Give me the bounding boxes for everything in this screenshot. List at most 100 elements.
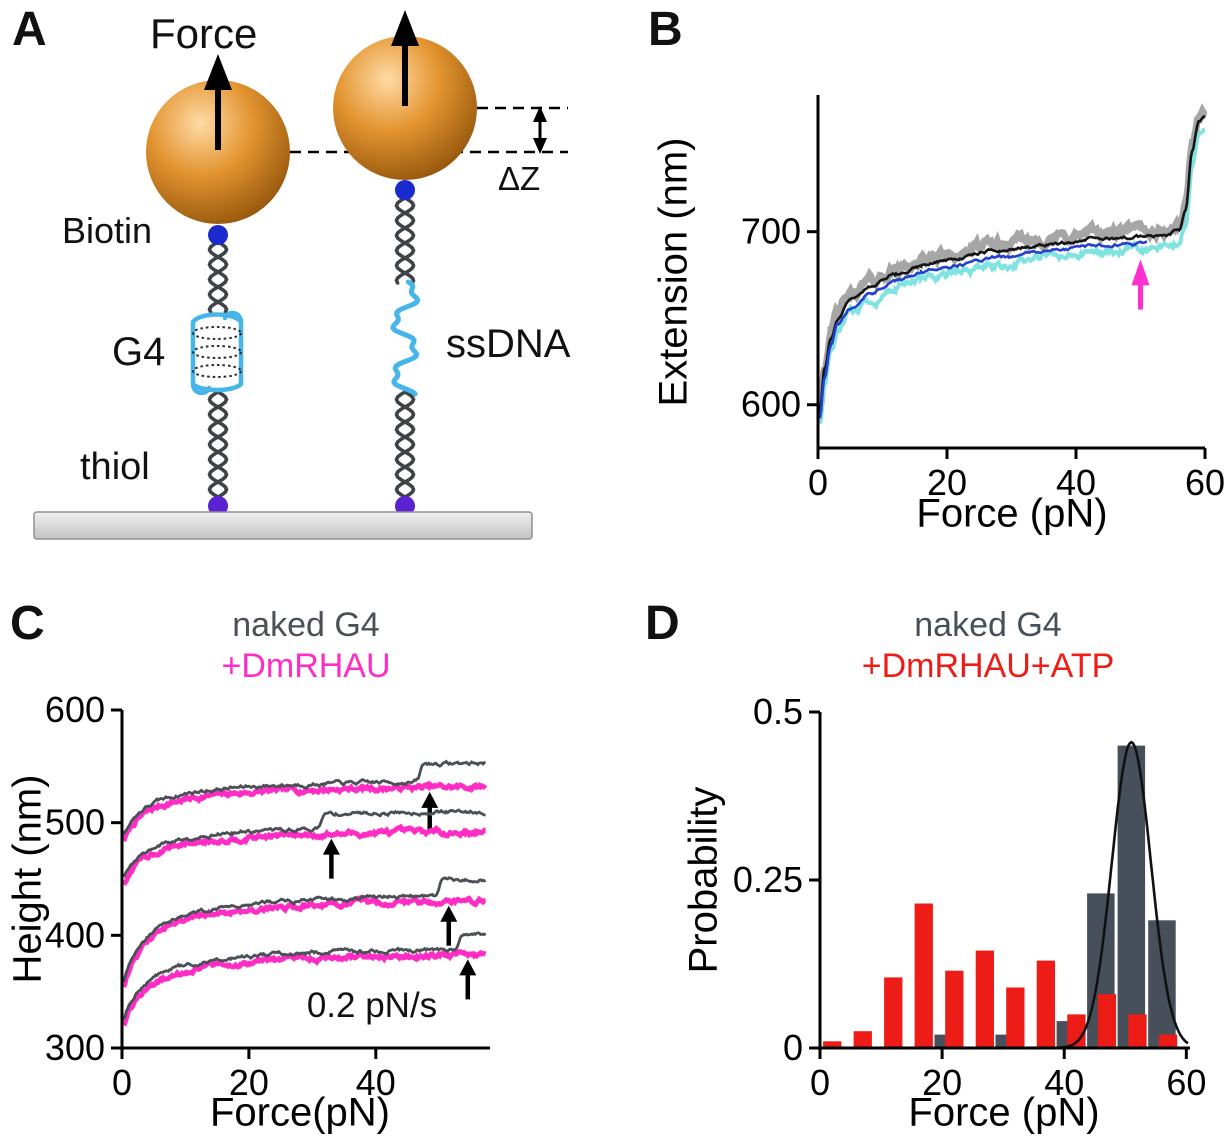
y-tick-label: 0.5 <box>753 691 803 732</box>
b-y-axis-title: Extension (nm) <box>651 137 696 407</box>
y-tick-label: 600 <box>741 384 801 425</box>
panel-d: 0 20 40 60 0 0.25 0.5 D naked G4 +DmRHAU+ATP P… <box>630 590 1229 1145</box>
glass-surface <box>33 511 533 540</box>
panel-a: A Force Biotin G4 ssDNA thiol ΔZ <box>0 0 630 575</box>
histogram-bar <box>823 1041 842 1048</box>
y-tick-label: 300 <box>45 1027 105 1068</box>
panel-c: 0 20 40 300 400 500 600 C naked G4 +DmRHAU Hei… <box>0 590 625 1145</box>
d-y-axis-title: Probability <box>681 786 726 974</box>
x-tick-label: 40 <box>356 1062 396 1103</box>
dna-helix-strand <box>207 240 229 314</box>
trace-blue <box>818 240 1148 419</box>
b-axes: 0 20 40 60 600 700 <box>741 95 1225 503</box>
unfolding-step-arrow-1 <box>421 791 439 832</box>
trace-naked-g4-4 <box>122 931 487 1020</box>
dna-helix-strand <box>394 196 416 285</box>
histogram-bar <box>975 950 994 1048</box>
dna-tethers <box>190 196 421 499</box>
x-tick-label: 0 <box>808 462 828 503</box>
d-x-axis-title: Force (pN) <box>908 1090 1100 1135</box>
y-tick-label: 700 <box>741 211 801 252</box>
trace-naked-g4-3 <box>122 876 487 983</box>
g4-structure <box>190 310 244 396</box>
probability-histogram-chart: 0 20 40 60 0 0.25 0.5 <box>733 691 1206 1103</box>
force-label: Force <box>150 10 258 57</box>
x-tick-label: 20 <box>927 462 967 503</box>
histogram-bar <box>1158 1034 1178 1048</box>
thiol-dot-left <box>208 496 228 516</box>
y-tick-label: 500 <box>45 802 105 843</box>
dna-helix-strand <box>394 390 416 499</box>
dna-helix-strand <box>207 390 229 499</box>
height-force-chart: 0 20 40 300 400 500 600 <box>45 689 490 1103</box>
dna-helix-strand <box>207 240 229 314</box>
histogram-bar <box>1148 920 1176 1048</box>
trace-dmrhau-2 <box>121 823 487 886</box>
c-x-axis-title: Force(pN) <box>209 1090 391 1135</box>
trace-cyan <box>818 127 1206 424</box>
x-tick-label: 40 <box>1056 462 1096 503</box>
panel-a-label: A <box>12 3 47 56</box>
c-legend-dmrhau: +DmRHAU <box>221 647 391 685</box>
force-arrow-right <box>391 10 419 106</box>
d-legend-naked-g4: naked G4 <box>914 606 1062 644</box>
x-tick-label: 20 <box>229 1062 269 1103</box>
histogram-bar <box>945 970 964 1048</box>
force-extension-chart: 0 20 40 60 600 700 <box>741 95 1225 503</box>
trace-dmrhau-4 <box>121 948 487 1027</box>
panel-c-label: C <box>10 597 45 650</box>
delta-z-label: ΔZ <box>498 160 541 197</box>
trace-black <box>818 114 1206 412</box>
x-tick-label: 0 <box>112 1062 132 1103</box>
force-extension-traces <box>818 103 1207 424</box>
panel-b: 0 20 40 60 600 700 B Extension (nm) Force (pN… <box>630 0 1229 575</box>
trace-naked-g4-1 <box>122 759 486 835</box>
d-axes: 0 20 40 60 0 0.25 0.5 <box>733 691 1206 1103</box>
trace-dmrhau-1 <box>121 780 488 842</box>
d-legend-dmrhau-atp: +DmRHAU+ATP <box>861 647 1115 685</box>
panel-b-label: B <box>648 3 683 56</box>
dna-helix-strand <box>394 390 416 499</box>
b-x-axis-title: Force (pN) <box>916 491 1108 536</box>
y-tick-label: 0.25 <box>733 859 803 900</box>
loading-rate-annotation: 0.2 pN/s <box>306 986 438 1025</box>
delta-z-arrow <box>533 106 547 154</box>
unfolding-step-arrow-3 <box>440 905 458 946</box>
tweezers-schematic <box>33 10 568 540</box>
magnetic-bead-right <box>333 36 477 180</box>
bars-naked-g4 <box>934 745 1176 1048</box>
trace-naked-g4-2 <box>122 808 486 878</box>
x-tick-label: 60 <box>1166 1062 1206 1103</box>
dna-helix-strand <box>207 390 229 499</box>
unfolding-event-arrow <box>1131 259 1150 310</box>
histogram-bar <box>1128 1014 1147 1048</box>
y-tick-label: 400 <box>45 914 105 955</box>
histogram-bar <box>1097 994 1117 1048</box>
g4-label: G4 <box>112 330 166 374</box>
ssdna-label: ssDNA <box>446 322 571 366</box>
ssdna-strand <box>390 279 421 397</box>
histogram-bar <box>1117 745 1146 1048</box>
thiol-dot-right <box>395 496 415 516</box>
histogram-bar <box>1067 1014 1086 1048</box>
y-tick-label: 600 <box>45 689 105 730</box>
c-axes: 0 20 40 300 400 500 600 <box>45 689 490 1103</box>
trace-gray <box>818 103 1207 410</box>
biotin-label: Biotin <box>62 210 153 251</box>
c-legend-naked-g4: naked G4 <box>232 606 380 644</box>
histogram-bar <box>1006 987 1025 1048</box>
histogram-bar <box>914 903 933 1048</box>
unfolding-step-arrow-2 <box>322 838 340 879</box>
histogram-bar <box>884 977 903 1048</box>
x-tick-label: 20 <box>922 1062 962 1103</box>
trace-dmrhau-3 <box>121 894 487 988</box>
biotin-dot-right <box>395 180 415 200</box>
bars-dmrhau-atp <box>823 903 1178 1048</box>
thiol-label: thiol <box>80 446 150 488</box>
c-y-axis-title: Height (nm) <box>5 774 50 984</box>
histogram-bar <box>853 1031 872 1048</box>
y-tick-label: 0 <box>783 1027 803 1068</box>
force-arrow-left <box>204 54 232 150</box>
pulling-traces <box>121 759 488 1027</box>
